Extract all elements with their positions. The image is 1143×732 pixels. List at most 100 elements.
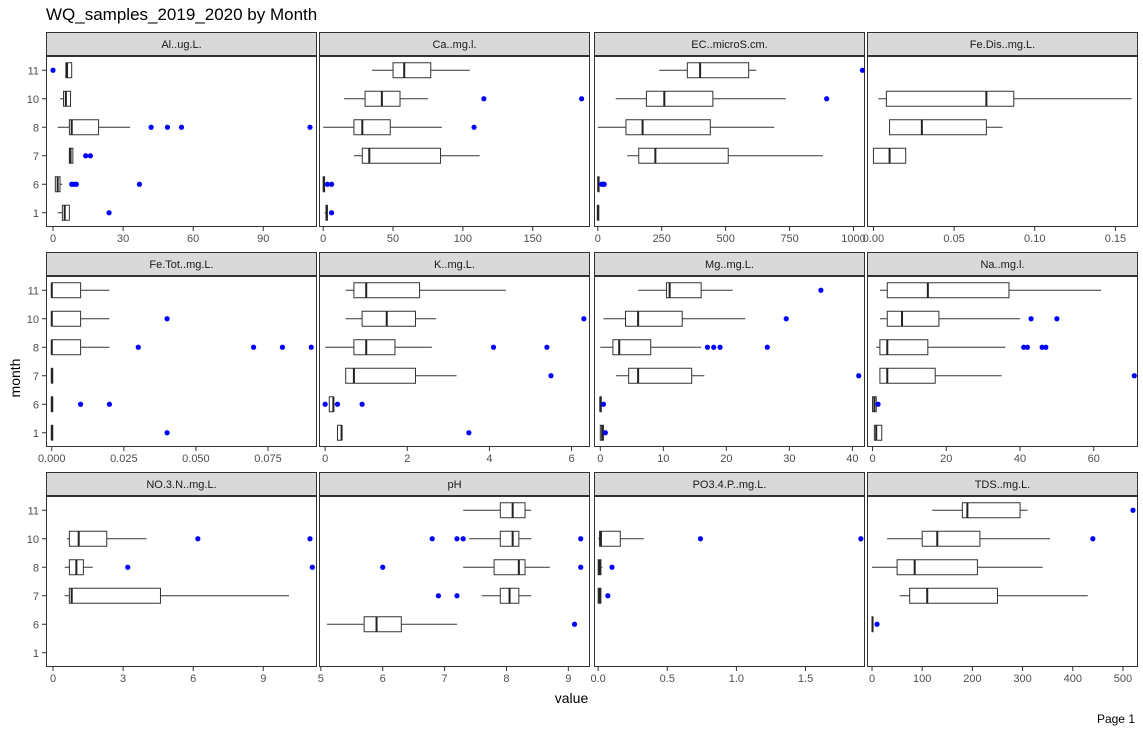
boxplot-10 bbox=[60, 90, 72, 107]
box bbox=[65, 62, 73, 79]
box bbox=[645, 90, 714, 107]
x-tick-label: 400 bbox=[1064, 673, 1082, 685]
x-tick-label: 200 bbox=[963, 673, 981, 685]
boxplot-10 bbox=[50, 310, 170, 327]
y-tick-label: 1 bbox=[33, 648, 39, 660]
facet-strip bbox=[46, 252, 317, 276]
y-tick-label: 1 bbox=[33, 208, 39, 220]
outlier-point bbox=[50, 67, 56, 73]
outlier-point bbox=[77, 401, 84, 407]
outlier-point bbox=[466, 430, 472, 436]
outlier-point bbox=[435, 593, 442, 599]
outlier-point bbox=[164, 124, 171, 130]
y-tick-label: 11 bbox=[28, 285, 39, 297]
box bbox=[68, 530, 108, 547]
box bbox=[51, 339, 82, 356]
facet-strip-label: Mg..mg.L. bbox=[705, 259, 754, 271]
boxplot-10 bbox=[879, 310, 1060, 327]
box bbox=[921, 530, 981, 547]
x-tick-label: 100 bbox=[454, 233, 472, 245]
boxplot-8 bbox=[50, 339, 314, 356]
outlier-point bbox=[704, 344, 711, 350]
outlier-point bbox=[697, 536, 704, 542]
outlier-point bbox=[874, 621, 880, 627]
boxplot-8 bbox=[57, 119, 332, 136]
outlier-point bbox=[578, 564, 584, 570]
y-tick-label: 6 bbox=[33, 399, 39, 411]
x-tick-label: 10 bbox=[657, 453, 669, 465]
x-tick-label: 0.00 bbox=[863, 233, 884, 245]
facet-panel: Na..mg.l. 0 20 40 60 bbox=[867, 252, 1138, 465]
x-tick-label: 8 bbox=[503, 673, 509, 685]
facet-strip bbox=[867, 472, 1138, 496]
x-tick-label: 0.025 bbox=[110, 453, 138, 465]
box bbox=[889, 119, 987, 136]
x-tick-label: 60 bbox=[1088, 453, 1100, 465]
boxplot-11 bbox=[879, 282, 1102, 299]
x-tick-label: 1.5 bbox=[798, 673, 813, 685]
outlier-point bbox=[1021, 344, 1027, 350]
boxplot-10 bbox=[67, 530, 313, 547]
outlier-point bbox=[164, 430, 170, 436]
boxplot-11 bbox=[638, 282, 824, 299]
box bbox=[363, 616, 402, 633]
facet-strip bbox=[594, 252, 865, 276]
outlier-point bbox=[106, 210, 112, 216]
box bbox=[68, 119, 100, 136]
facet-panel: K..mg.L. 0 2 4 6 bbox=[319, 252, 590, 465]
x-tick-label: 1.0 bbox=[729, 673, 744, 685]
x-tick-label: 30 bbox=[783, 453, 795, 465]
facet-strip bbox=[594, 472, 865, 496]
boxplot-1 bbox=[50, 424, 170, 441]
outlier-point bbox=[783, 316, 789, 322]
outlier-point bbox=[601, 181, 607, 187]
facet-panel: Al..ug.L. 0 30 60 90 1 6 7 8 10 11 bbox=[27, 32, 332, 245]
y-tick-label: 6 bbox=[33, 619, 39, 631]
outlier-point bbox=[818, 287, 824, 293]
outlier-point bbox=[824, 96, 830, 102]
x-tick-label: 0 bbox=[595, 233, 601, 245]
x-tick-label: 0.0 bbox=[590, 673, 605, 685]
outlier-point bbox=[579, 96, 585, 102]
facet-panel: pH 5 6 7 8 9 bbox=[318, 472, 590, 685]
facet-strip-label: NO.3.N..mg.L. bbox=[146, 479, 216, 491]
facet-strip-label: Fe.Dis..mg.L. bbox=[970, 39, 1035, 51]
x-tick-label: 0 bbox=[320, 233, 326, 245]
boxplot-6 bbox=[50, 396, 113, 413]
boxplot-6 bbox=[322, 396, 365, 413]
y-tick-label: 10 bbox=[27, 94, 39, 106]
outlier-point bbox=[83, 153, 89, 159]
box bbox=[628, 367, 693, 384]
boxplot-11 bbox=[372, 62, 470, 79]
outlier-point bbox=[490, 344, 497, 350]
outlier-point bbox=[136, 181, 143, 187]
facet-panel-border bbox=[867, 496, 1138, 667]
box bbox=[353, 119, 391, 136]
x-tick-label: 0 bbox=[50, 673, 56, 685]
x-tick-label: 60 bbox=[187, 233, 199, 245]
boxplot-7 bbox=[879, 367, 1137, 384]
boxplot-8 bbox=[872, 559, 1043, 576]
outlier-point bbox=[1024, 344, 1030, 350]
x-tick-label: 500 bbox=[716, 233, 734, 245]
boxplot-11 bbox=[932, 502, 1136, 519]
facet-strip bbox=[46, 472, 317, 496]
x-tick-label: 0.05 bbox=[943, 233, 964, 245]
x-tick-label: 4 bbox=[486, 453, 492, 465]
facet-strip-label: Al..ug.L. bbox=[161, 39, 201, 51]
outlier-point bbox=[471, 124, 477, 130]
box bbox=[63, 90, 72, 107]
box bbox=[392, 62, 432, 79]
outlier-point bbox=[87, 153, 93, 159]
outlier-point bbox=[1043, 344, 1049, 350]
y-tick-label: 10 bbox=[27, 534, 39, 546]
box bbox=[961, 502, 1021, 519]
outlier-point bbox=[578, 536, 584, 542]
outlier-point bbox=[307, 536, 313, 542]
facet-strip bbox=[594, 32, 865, 56]
x-tick-label: 0.000 bbox=[38, 453, 66, 465]
facet-strip-label: K..mg.L. bbox=[434, 259, 475, 271]
outlier-point bbox=[858, 536, 864, 542]
boxplot-8 bbox=[325, 339, 550, 356]
x-tick-label: 40 bbox=[846, 453, 858, 465]
